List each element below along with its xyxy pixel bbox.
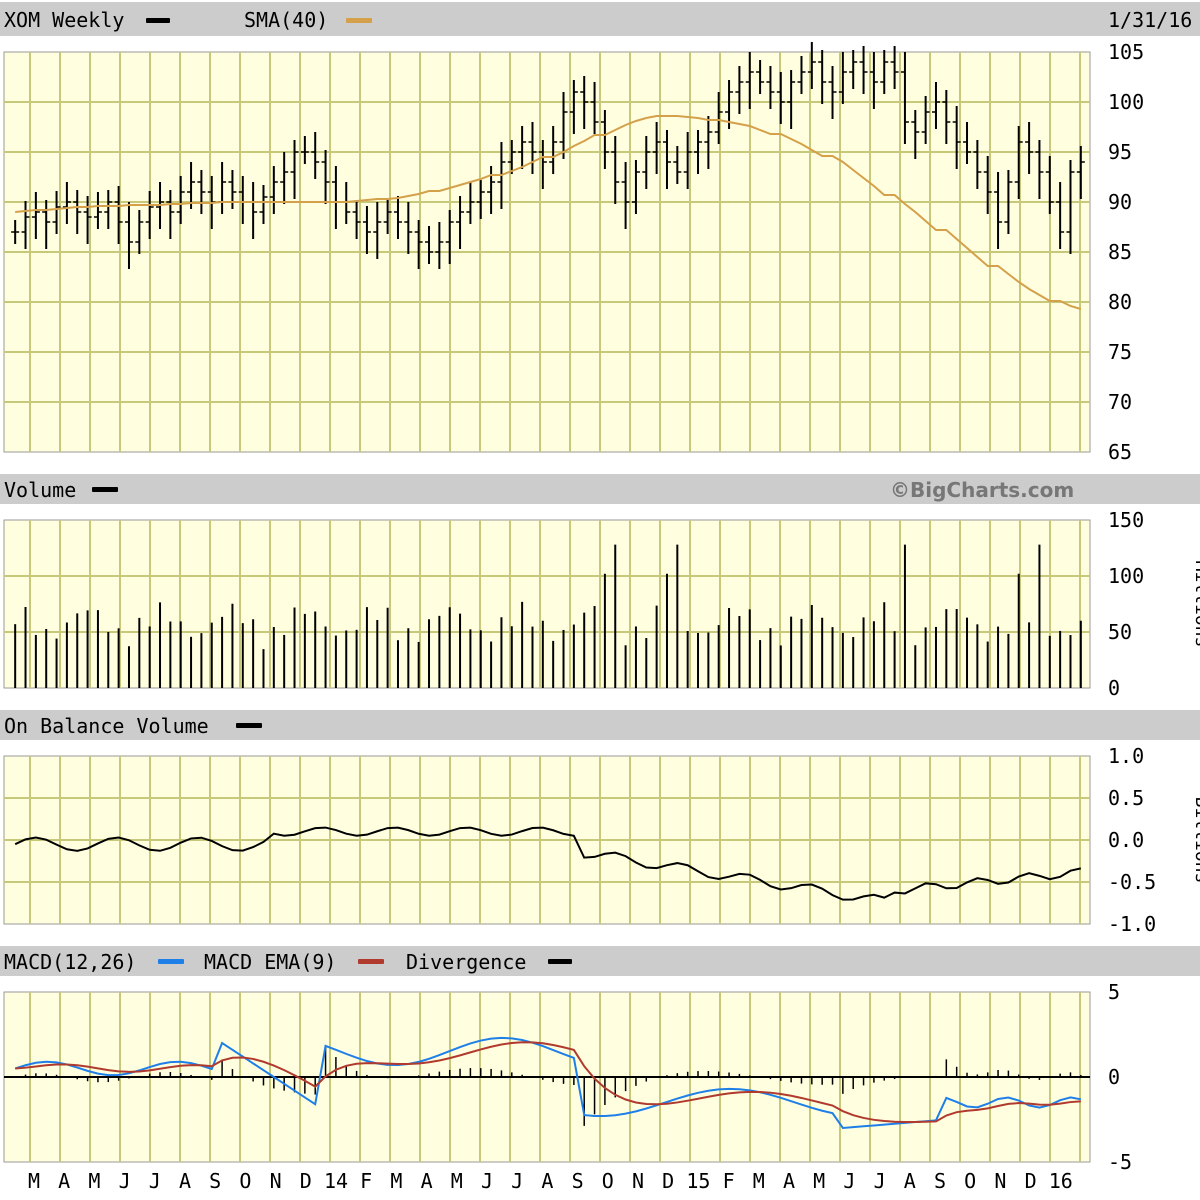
x-tick-label: M	[28, 1169, 40, 1193]
obv-y-tick: -1.0	[1108, 912, 1156, 936]
obv-y-tick: 1.0	[1108, 744, 1144, 768]
obv-header: On Balance Volume	[0, 710, 1200, 740]
x-tick-label: D	[300, 1169, 312, 1193]
x-tick-label: M	[88, 1169, 100, 1193]
volume-y-tick: 0	[1108, 676, 1120, 700]
x-tick-label: A	[58, 1169, 70, 1193]
ema-legend-swatch	[358, 959, 384, 964]
x-tick-label: O	[602, 1169, 614, 1193]
price-y-tick: 75	[1108, 340, 1132, 364]
price-y-tick: 65	[1108, 440, 1132, 464]
price-y-tick: 105	[1108, 40, 1144, 64]
macd-label: MACD(12,26)	[4, 950, 137, 974]
x-tick-label: D	[1025, 1169, 1037, 1193]
obv-legend-swatch	[236, 723, 262, 728]
macd-ema-line	[15, 1041, 1081, 1124]
x-tick-label: M	[813, 1169, 825, 1193]
chart-date: 1/31/16	[1108, 8, 1193, 32]
x-tick-label: 15	[686, 1169, 710, 1193]
x-tick-label: D	[662, 1169, 674, 1193]
x-tick-label: M	[753, 1169, 765, 1193]
macd-y-tick: 5	[1108, 980, 1120, 1004]
obv-line	[14, 826, 1082, 901]
x-tick-label: J	[119, 1169, 131, 1193]
x-tick-label: A	[421, 1169, 433, 1193]
price-y-tick: 80	[1108, 290, 1132, 314]
x-tick-label: F	[360, 1169, 372, 1193]
price-legend-swatch	[146, 18, 170, 23]
x-tick-label: S	[934, 1169, 946, 1193]
volume-y-tick: 50	[1108, 620, 1132, 644]
x-tick-label: J	[481, 1169, 493, 1193]
macd-header: MACD(12,26) MACD EMA(9) Divergence	[0, 946, 1200, 976]
sma-label: SMA(40)	[244, 8, 329, 32]
sma-legend-swatch	[346, 18, 372, 23]
price-header: XOM Weekly SMA(40) 1/31/16	[0, 2, 1200, 36]
x-tick-label: J	[843, 1169, 855, 1193]
price-y-tick: 100	[1108, 90, 1144, 114]
obv-label: On Balance Volume	[4, 714, 209, 738]
x-tick-label: N	[632, 1169, 644, 1193]
price-y-tick: 90	[1108, 190, 1132, 214]
x-tick-label: J	[874, 1169, 886, 1193]
x-tick-label: M	[451, 1169, 463, 1193]
x-tick-label: S	[572, 1169, 584, 1193]
x-tick-label: J	[511, 1169, 523, 1193]
x-tick-label: A	[179, 1169, 191, 1193]
x-tick-label: F	[723, 1169, 735, 1193]
x-tick-label: J	[149, 1169, 161, 1193]
volume-plot-area	[3, 519, 1091, 689]
volume-y-tick: 150	[1108, 508, 1144, 532]
x-tick-label: O	[964, 1169, 976, 1193]
volume-y-tick: 100	[1108, 564, 1144, 588]
macd-legend-swatch	[158, 959, 184, 964]
x-tick-label: A	[541, 1169, 553, 1193]
macd-line	[14, 1036, 1082, 1130]
volume-header: Volume ©BigCharts.com	[0, 474, 1200, 504]
bigcharts-credit: ©BigCharts.com	[890, 478, 1075, 502]
price-y-tick: 70	[1108, 390, 1132, 414]
x-tick-label: O	[239, 1169, 251, 1193]
macd-y-tick: -5	[1108, 1150, 1132, 1174]
macd-y-tick: 0	[1108, 1065, 1120, 1089]
obv-y-tick: -0.5	[1108, 870, 1156, 894]
obv-y-tick: 0.5	[1108, 786, 1144, 810]
divergence-legend-swatch	[548, 959, 572, 964]
x-tick-label: 14	[324, 1169, 348, 1193]
x-tick-label: N	[994, 1169, 1006, 1193]
x-tick-label: S	[209, 1169, 221, 1193]
x-tick-label: A	[783, 1169, 795, 1193]
ticker-label: XOM Weekly	[4, 8, 125, 32]
volume-unit-label: Millions	[1191, 561, 1200, 648]
x-tick-label: M	[390, 1169, 402, 1193]
obv-unit-label: Billions	[1191, 797, 1200, 884]
obv-y-tick: 0.0	[1108, 828, 1144, 852]
divergence-label: Divergence	[406, 950, 527, 974]
sma-line	[15, 115, 1082, 310]
macd-ema-label: MACD EMA(9)	[204, 950, 337, 974]
price-y-tick: 95	[1108, 140, 1132, 164]
x-tick-label: N	[270, 1169, 282, 1193]
volume-legend-swatch	[92, 487, 118, 492]
price-y-tick: 85	[1108, 240, 1132, 264]
x-tick-label: A	[904, 1169, 916, 1193]
volume-label: Volume	[4, 478, 77, 502]
x-tick-label: 16	[1049, 1169, 1073, 1193]
